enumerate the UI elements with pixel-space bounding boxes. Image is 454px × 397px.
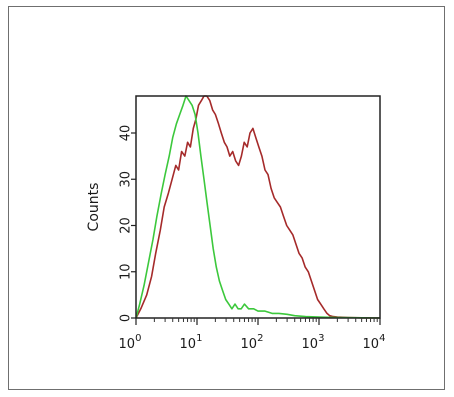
figure-frame (8, 6, 445, 390)
series-line-0 (135, 95, 381, 319)
y-tick-label: 0 (119, 314, 134, 322)
x-tick-label: 104 (363, 333, 386, 352)
x-tick-label: 101 (180, 333, 203, 352)
y-tick-label: 10 (119, 263, 134, 280)
plot-area-border (135, 95, 381, 319)
x-tick-label: 102 (241, 333, 264, 352)
x-tick-label: 100 (119, 333, 142, 352)
y-tick-label: 20 (119, 217, 134, 234)
y-axis-title: Counts (86, 183, 102, 232)
x-tick-label: 103 (302, 333, 325, 352)
series-line-1 (135, 95, 381, 319)
y-tick-label: 30 (119, 171, 134, 188)
y-tick-label: 40 (119, 125, 134, 142)
